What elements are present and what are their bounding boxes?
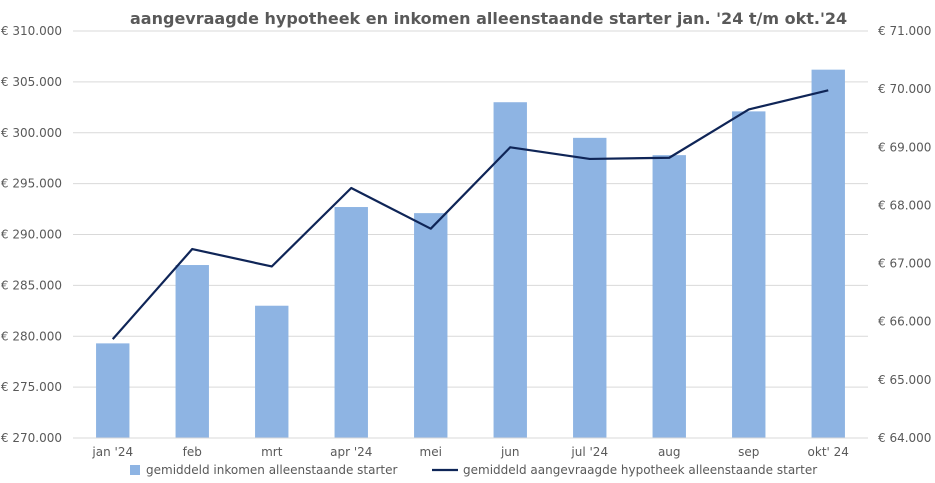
bar (811, 69, 845, 438)
chart-title: aangevraagde hypotheek en inkomen alleen… (130, 9, 848, 28)
x-tick-label: jun (500, 445, 520, 459)
y-left-tick-label: € 300.000 (1, 126, 62, 140)
bar (732, 111, 766, 438)
bar (255, 305, 289, 438)
legend-swatch-bar (130, 465, 140, 475)
y-left-tick-label: € 275.000 (1, 380, 62, 394)
y-right-tick-label: € 70.000 (878, 82, 931, 96)
y-left-tick-label: € 270.000 (1, 431, 62, 445)
x-tick-label: aug (658, 445, 681, 459)
y-right-tick-label: € 66.000 (878, 315, 931, 329)
y-left-tick-label: € 290.000 (1, 228, 62, 242)
x-tick-label: okt' 24 (808, 445, 849, 459)
y-right-tick-label: € 71.000 (878, 24, 931, 38)
bar (493, 102, 527, 438)
x-tick-label: mei (420, 445, 442, 459)
bar (334, 207, 368, 438)
x-tick-label: mrt (261, 445, 283, 459)
y-left-tick-label: € 310.000 (1, 24, 62, 38)
bar (96, 343, 130, 438)
bar (175, 265, 209, 438)
y-right-tick-label: € 68.000 (878, 198, 931, 212)
legend-label-line: gemiddeld aangevraagde hypotheek alleens… (463, 463, 817, 477)
bar (652, 155, 686, 438)
y-left-tick-label: € 285.000 (1, 278, 62, 292)
y-left-tick-label: € 295.000 (1, 177, 62, 191)
y-right-tick-label: € 65.000 (878, 373, 931, 387)
x-tick-label: feb (183, 445, 202, 459)
legend-label-bar: gemiddeld inkomen alleenstaande starter (146, 463, 398, 477)
x-tick-label: sep (738, 445, 759, 459)
y-right-tick-label: € 64.000 (878, 431, 931, 445)
y-left-tick-label: € 305.000 (1, 75, 62, 89)
y-left-tick-label: € 280.000 (1, 329, 62, 343)
x-tick-label: jan '24 (91, 445, 133, 459)
x-tick-label: jul '24 (570, 445, 608, 459)
bar (573, 137, 607, 438)
series-line (111, 89, 829, 340)
x-tick-label: apr '24 (330, 445, 372, 459)
y-right-tick-label: € 69.000 (878, 140, 931, 154)
y-right-tick-label: € 67.000 (878, 257, 931, 271)
bar (414, 213, 448, 438)
